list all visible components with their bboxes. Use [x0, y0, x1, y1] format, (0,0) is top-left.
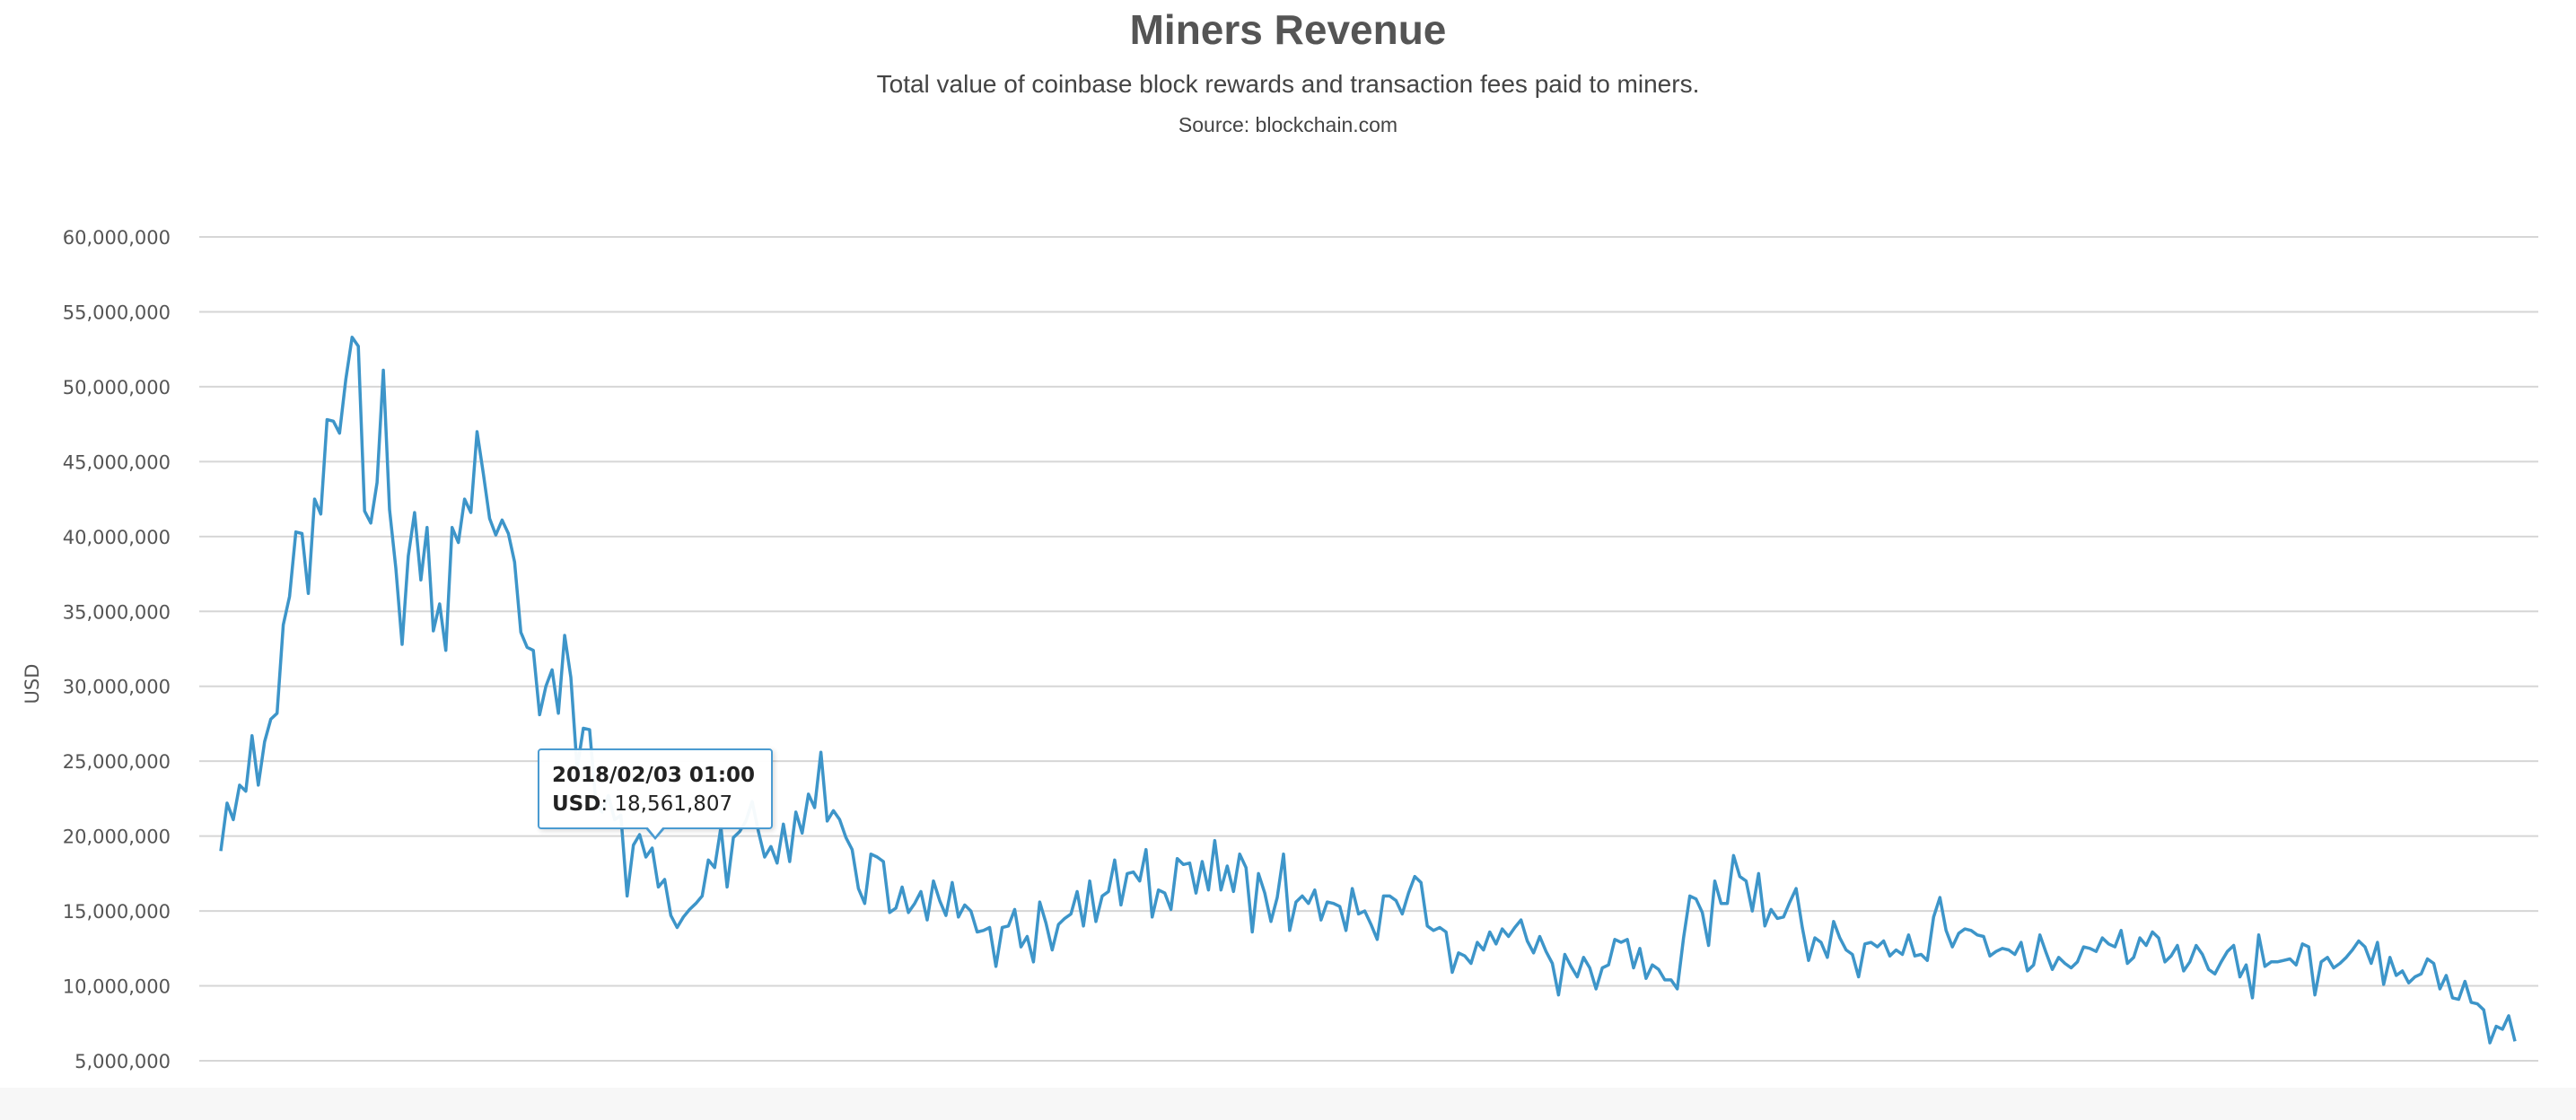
y-tick-label: 55,000,000: [63, 302, 171, 323]
y-tick-label: 5,000,000: [74, 1051, 171, 1072]
y-tick-label: 40,000,000: [63, 527, 171, 548]
y-tick-label: 60,000,000: [63, 227, 171, 249]
y-tick-label: 50,000,000: [63, 377, 171, 398]
y-tick-label: 30,000,000: [63, 677, 171, 698]
tooltip-pointer-inner: [647, 827, 663, 836]
y-tick-label: 25,000,000: [63, 751, 171, 773]
y-tick-label: 45,000,000: [63, 451, 171, 473]
y-tick-label: 15,000,000: [63, 901, 171, 923]
chart-footer-band: [0, 1088, 2576, 1120]
series-layer[interactable]: [219, 336, 2517, 1045]
grid-layer: [199, 236, 2538, 1062]
tooltip-date: 2018/02/03 01:00: [552, 764, 756, 787]
chart-source: Source: blockchain.com: [1178, 113, 1398, 136]
tooltip: 2018/02/03 01:00 USD: 18,561,807: [538, 748, 773, 829]
chart-title: Miners Revenue: [1129, 6, 1447, 53]
tooltip-value: 18,561,807: [614, 792, 733, 816]
tooltip-series-label: USD: [552, 792, 601, 816]
chart-subtitle: Total value of coinbase block rewards an…: [876, 70, 1700, 98]
y-axis-ticks: 5,000,000 10,000,000 15,000,000 20,000,000 2…: [63, 227, 171, 1072]
y-axis-title: USD: [22, 664, 43, 704]
tooltip-value-row: USD: 18,561,807: [552, 792, 733, 816]
y-tick-label: 20,000,000: [63, 827, 171, 848]
series-line-usd[interactable]: [219, 336, 2517, 1045]
y-tick-label: 35,000,000: [63, 601, 171, 623]
y-tick-label: 10,000,000: [63, 976, 171, 998]
